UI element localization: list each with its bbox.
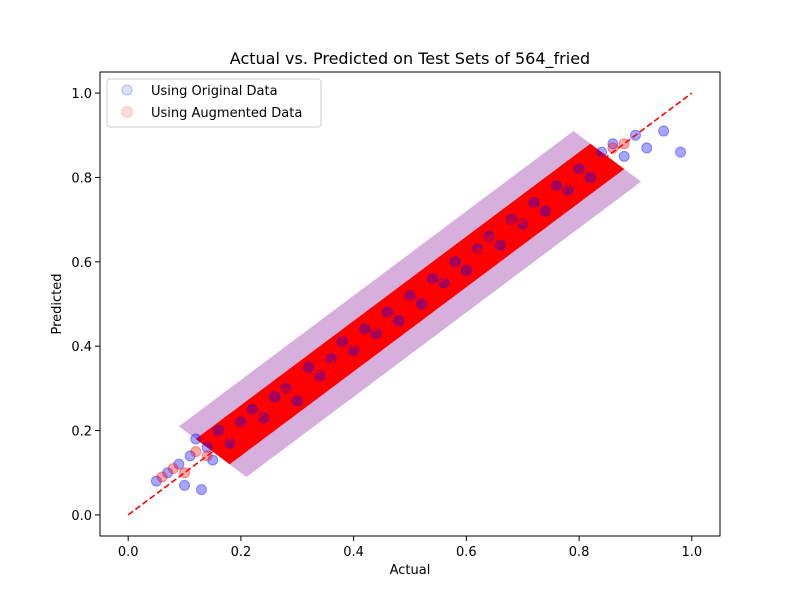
x-tick-label: 0.0 — [118, 545, 139, 560]
point-original — [494, 239, 506, 251]
x-tick-label: 0.2 — [231, 545, 252, 560]
point-original — [427, 273, 439, 285]
point-original — [658, 125, 670, 137]
point-original — [184, 450, 196, 462]
point-original — [303, 361, 315, 373]
y-tick-label: 0.8 — [71, 171, 92, 186]
point-original — [359, 323, 371, 335]
point-augmented — [314, 357, 326, 369]
point-original — [584, 171, 596, 183]
point-original — [393, 315, 405, 327]
point-original — [381, 306, 393, 318]
point-original — [173, 458, 185, 470]
x-axis-label: Actual — [390, 563, 431, 578]
y-tick-label: 0.4 — [71, 340, 92, 355]
point-original — [150, 475, 162, 487]
legend-label-original: Using Original Data — [151, 84, 278, 99]
x-tick-label: 1.0 — [681, 545, 702, 560]
x-tick-label: 0.6 — [456, 545, 477, 560]
point-original — [336, 336, 348, 348]
point-original — [551, 180, 563, 192]
point-original — [235, 416, 247, 428]
point-original — [179, 479, 191, 491]
point-original — [291, 395, 303, 407]
legend-label-augmented: Using Augmented Data — [151, 106, 302, 121]
point-original — [449, 256, 461, 268]
legend-box — [106, 78, 322, 128]
point-original — [190, 433, 202, 445]
scatter-points — [150, 125, 687, 496]
point-augmented — [415, 285, 427, 297]
point-original — [257, 412, 269, 424]
point-augmented — [460, 252, 472, 264]
point-original — [596, 146, 608, 158]
point-original — [162, 467, 174, 479]
point-augmented — [156, 471, 168, 483]
point-original — [212, 425, 224, 437]
x-tick-label: 0.8 — [569, 545, 590, 560]
plot-frame — [99, 71, 721, 537]
point-augmented — [190, 446, 202, 458]
point-original — [201, 441, 213, 453]
point-original — [573, 163, 585, 175]
identity-reference-line — [127, 92, 693, 516]
point-augmented — [539, 193, 551, 205]
point-original — [483, 231, 495, 243]
point-original — [641, 142, 653, 154]
point-augmented — [280, 387, 292, 399]
point-original — [675, 146, 687, 158]
y-axis-label: Predicted — [50, 273, 65, 334]
point-original — [460, 264, 472, 276]
point-original — [607, 138, 619, 150]
point-augmented — [257, 399, 269, 411]
point-original — [207, 454, 219, 466]
point-original — [528, 197, 540, 209]
point-augmented — [336, 344, 348, 356]
legend: Using Original Data Using Augmented Data — [106, 78, 322, 128]
legend-marker-original — [121, 84, 133, 96]
point-original — [404, 290, 416, 302]
y-tick-label: 1.0 — [71, 87, 92, 102]
point-original — [280, 382, 292, 394]
y-axis-ticks: 0.0 0.2 0.4 0.6 0.8 1.0 — [71, 87, 100, 524]
point-augmented — [438, 268, 450, 280]
x-tick-label: 0.4 — [343, 545, 364, 560]
plot-area — [127, 92, 693, 516]
y-tick-label: 0.6 — [71, 256, 92, 271]
x-axis-ticks: 0.0 0.2 0.4 0.6 0.8 1.0 — [118, 536, 702, 560]
point-original — [269, 391, 281, 403]
point-original — [539, 205, 551, 217]
y-tick-label: 0.0 — [71, 509, 92, 524]
point-original — [618, 150, 630, 162]
y-tick-label: 0.2 — [71, 425, 92, 440]
chart-title: Actual vs. Predicted on Test Sets of 564… — [230, 49, 590, 69]
point-original — [505, 214, 517, 226]
legend-marker-augmented — [121, 106, 133, 118]
point-augmented — [167, 463, 179, 475]
point-original — [195, 484, 207, 496]
point-original — [246, 403, 258, 415]
point-original — [415, 298, 427, 310]
